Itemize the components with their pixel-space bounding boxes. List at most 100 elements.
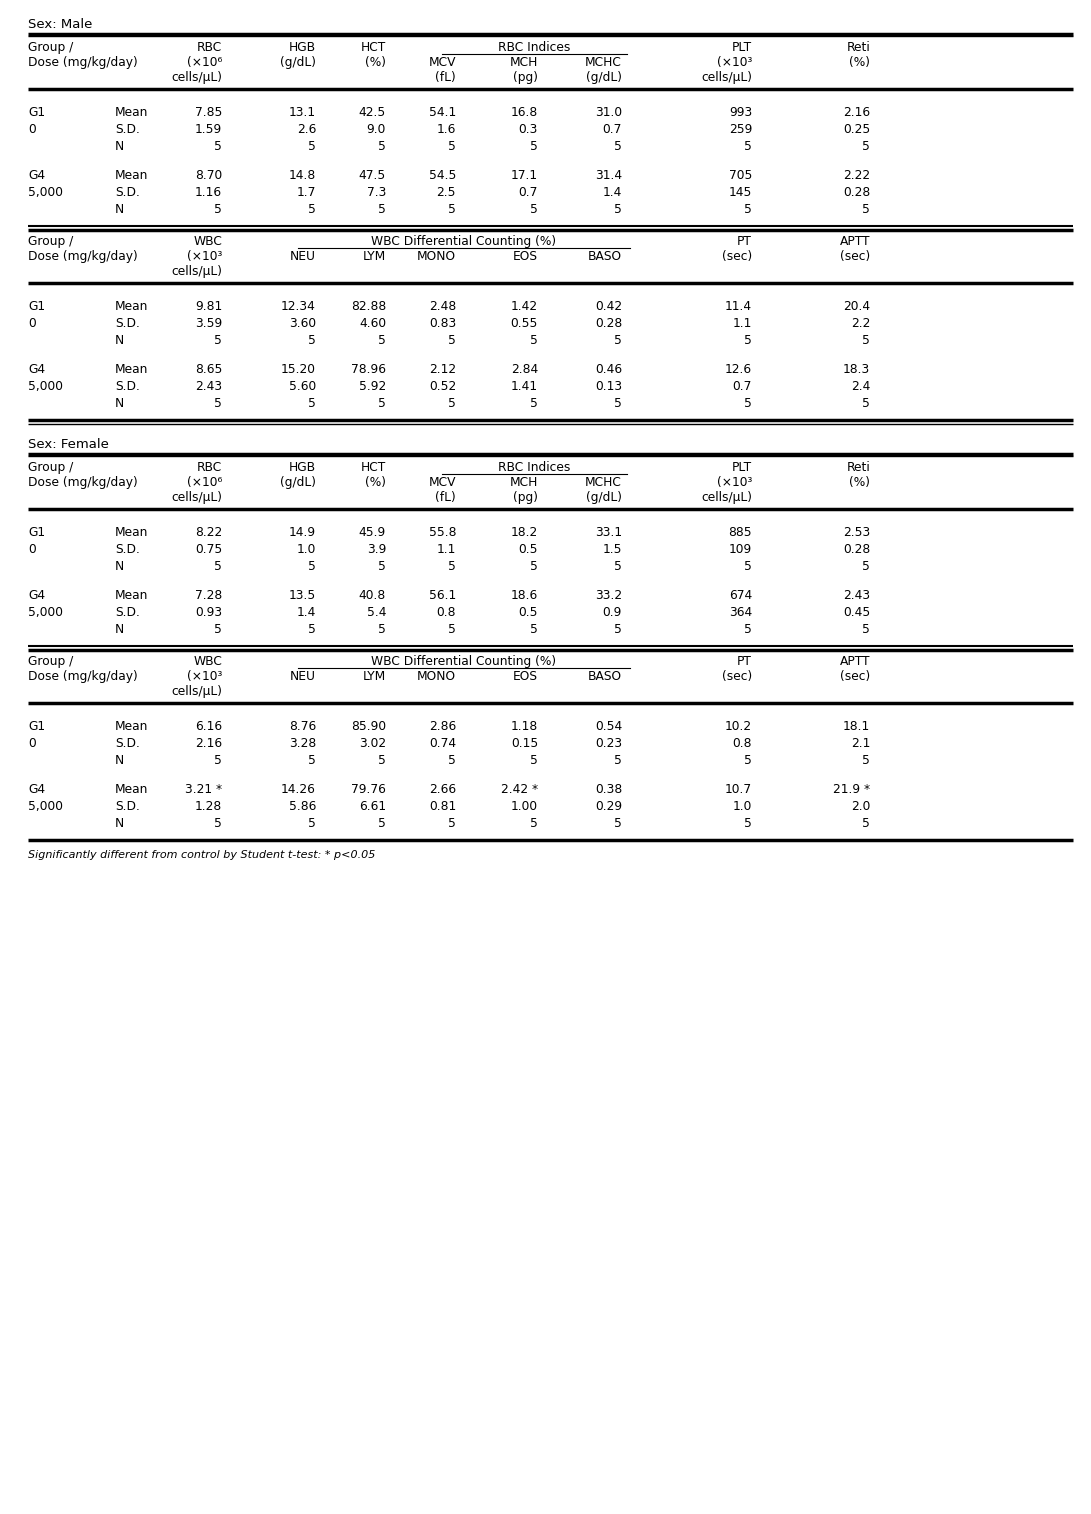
Text: 1.00: 1.00	[511, 799, 538, 813]
Text: 5: 5	[379, 139, 386, 153]
Text: 5: 5	[744, 203, 752, 217]
Text: 5: 5	[530, 139, 538, 153]
Text: 3.02: 3.02	[359, 737, 386, 749]
Text: cells/μL): cells/μL)	[702, 491, 752, 504]
Text: 5: 5	[214, 754, 221, 768]
Text: (fL): (fL)	[435, 71, 456, 83]
Text: 5: 5	[614, 754, 622, 768]
Text: 47.5: 47.5	[359, 170, 386, 182]
Text: 0.74: 0.74	[429, 737, 456, 749]
Text: PLT: PLT	[732, 41, 752, 55]
Text: (sec): (sec)	[722, 250, 752, 263]
Text: N: N	[115, 203, 124, 217]
Text: 5.86: 5.86	[289, 799, 316, 813]
Text: 12.34: 12.34	[281, 300, 316, 313]
Text: Mean: Mean	[115, 783, 148, 796]
Text: 5: 5	[862, 818, 870, 830]
Text: 0.5: 0.5	[518, 544, 538, 556]
Text: APTT: APTT	[839, 656, 870, 668]
Text: 0.25: 0.25	[842, 123, 870, 136]
Text: 14.8: 14.8	[289, 170, 316, 182]
Text: 5: 5	[214, 560, 221, 572]
Text: 15.20: 15.20	[281, 363, 316, 375]
Text: 42.5: 42.5	[359, 106, 386, 120]
Text: 5.4: 5.4	[367, 606, 386, 619]
Text: Reti: Reti	[847, 460, 870, 474]
Text: 5: 5	[448, 335, 456, 347]
Text: 0.55: 0.55	[511, 316, 538, 330]
Text: 2.6: 2.6	[297, 123, 316, 136]
Text: Group /: Group /	[28, 460, 73, 474]
Text: 1.0: 1.0	[297, 544, 316, 556]
Text: Dose (mg/kg/day): Dose (mg/kg/day)	[28, 56, 137, 70]
Text: 2.12: 2.12	[429, 363, 456, 375]
Text: 705: 705	[729, 170, 752, 182]
Text: 5: 5	[530, 818, 538, 830]
Text: BASO: BASO	[588, 250, 622, 263]
Text: 0.5: 0.5	[518, 606, 538, 619]
Text: Dose (mg/kg/day): Dose (mg/kg/day)	[28, 250, 137, 263]
Text: 5: 5	[530, 335, 538, 347]
Text: (×10³: (×10³	[717, 475, 752, 489]
Text: Dose (mg/kg/day): Dose (mg/kg/day)	[28, 475, 137, 489]
Text: (×10⁶: (×10⁶	[187, 475, 221, 489]
Text: 5: 5	[214, 139, 221, 153]
Text: HCT: HCT	[361, 460, 386, 474]
Text: 5: 5	[862, 622, 870, 636]
Text: 82.88: 82.88	[350, 300, 386, 313]
Text: 364: 364	[729, 606, 752, 619]
Text: 5: 5	[862, 754, 870, 768]
Text: 8.76: 8.76	[289, 721, 316, 733]
Text: G4: G4	[28, 589, 45, 603]
Text: 5: 5	[744, 335, 752, 347]
Text: 0.13: 0.13	[595, 380, 622, 394]
Text: (×10⁶: (×10⁶	[187, 56, 221, 70]
Text: (fL): (fL)	[435, 491, 456, 504]
Text: 1.41: 1.41	[511, 380, 538, 394]
Text: MCV: MCV	[429, 475, 456, 489]
Text: 55.8: 55.8	[429, 525, 456, 539]
Text: (%): (%)	[365, 56, 386, 70]
Text: 1.5: 1.5	[602, 544, 622, 556]
Text: 5: 5	[448, 397, 456, 410]
Text: 85.90: 85.90	[351, 721, 386, 733]
Text: MONO: MONO	[417, 671, 456, 683]
Text: 33.2: 33.2	[595, 589, 622, 603]
Text: MONO: MONO	[417, 250, 456, 263]
Text: 0.15: 0.15	[511, 737, 538, 749]
Text: G4: G4	[28, 363, 45, 375]
Text: 5: 5	[379, 818, 386, 830]
Text: PLT: PLT	[732, 460, 752, 474]
Text: Reti: Reti	[847, 41, 870, 55]
Text: 18.3: 18.3	[842, 363, 870, 375]
Text: HCT: HCT	[361, 41, 386, 55]
Text: 145: 145	[729, 186, 752, 198]
Text: 1.59: 1.59	[195, 123, 221, 136]
Text: 3.28: 3.28	[289, 737, 316, 749]
Text: G4: G4	[28, 783, 45, 796]
Text: 0.9: 0.9	[602, 606, 622, 619]
Text: WBC: WBC	[193, 235, 221, 248]
Text: 5: 5	[614, 560, 622, 572]
Text: 5: 5	[214, 203, 221, 217]
Text: 5.60: 5.60	[289, 380, 316, 394]
Text: 16.8: 16.8	[511, 106, 538, 120]
Text: (g/dL): (g/dL)	[586, 71, 622, 83]
Text: RBC: RBC	[196, 460, 221, 474]
Text: 0.83: 0.83	[429, 316, 456, 330]
Text: 5: 5	[379, 397, 386, 410]
Text: MCHC: MCHC	[585, 56, 622, 70]
Text: 5: 5	[744, 560, 752, 572]
Text: G1: G1	[28, 300, 45, 313]
Text: 5: 5	[448, 622, 456, 636]
Text: 18.2: 18.2	[511, 525, 538, 539]
Text: 2.66: 2.66	[429, 783, 456, 796]
Text: 13.1: 13.1	[289, 106, 316, 120]
Text: 674: 674	[729, 589, 752, 603]
Text: HGB: HGB	[289, 41, 316, 55]
Text: (×10³: (×10³	[717, 56, 752, 70]
Text: 5: 5	[530, 754, 538, 768]
Text: (g/dL): (g/dL)	[586, 491, 622, 504]
Text: Mean: Mean	[115, 589, 148, 603]
Text: 5: 5	[614, 818, 622, 830]
